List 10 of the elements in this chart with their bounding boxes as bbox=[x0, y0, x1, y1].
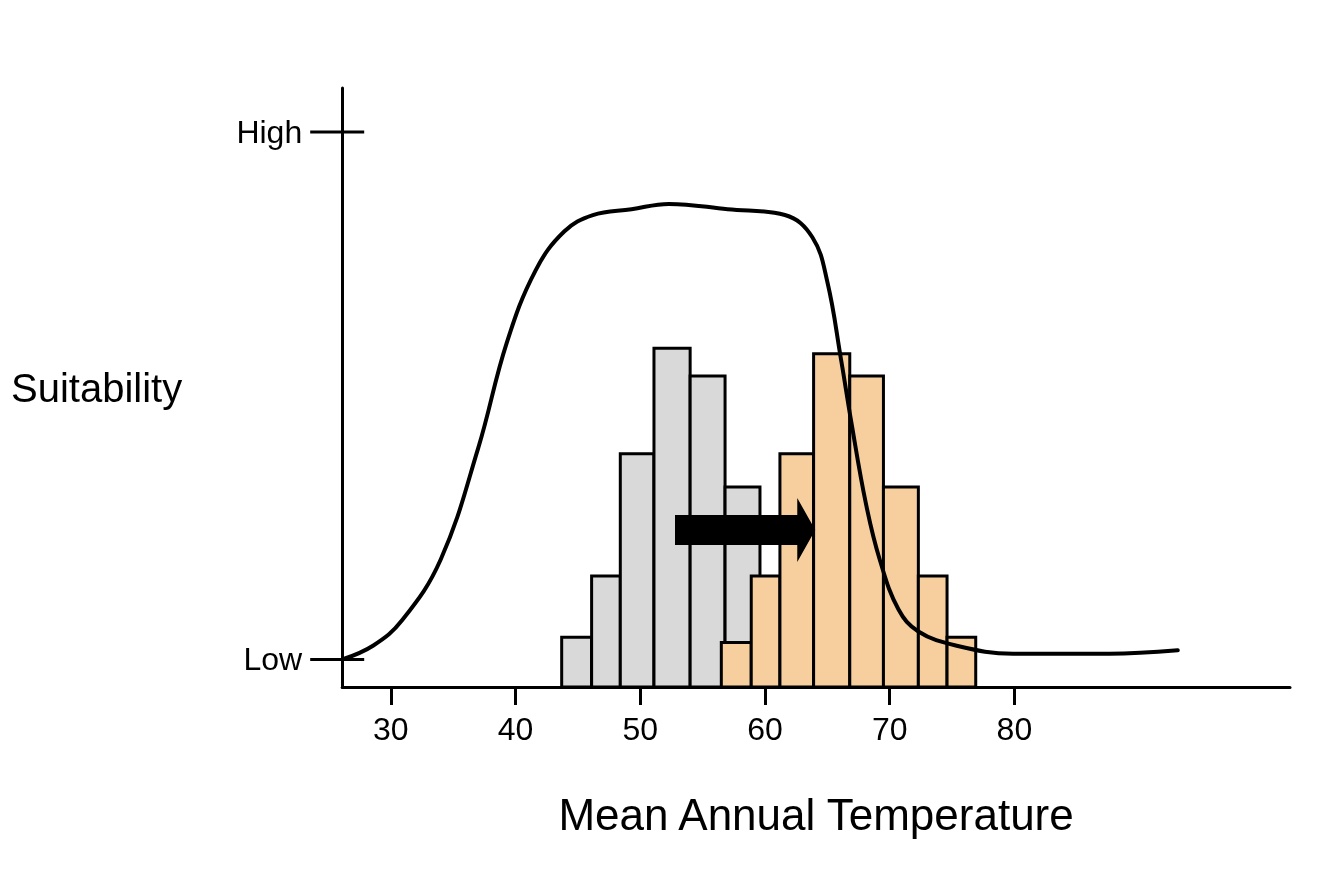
x-tick-label: 40 bbox=[497, 711, 534, 747]
x-tick-label: 60 bbox=[747, 711, 783, 747]
x-axis-title: Mean Annual Temperature bbox=[558, 789, 1074, 839]
x-tick-label: 30 bbox=[373, 711, 409, 747]
text: High bbox=[236, 113, 303, 150]
x-tick-label: 70 bbox=[871, 711, 908, 747]
x-tick-label: 50 bbox=[622, 711, 659, 747]
y-axis-title: Suitability bbox=[10, 365, 183, 410]
x-tick-label: 80 bbox=[996, 711, 1033, 747]
text: Low bbox=[243, 641, 304, 678]
